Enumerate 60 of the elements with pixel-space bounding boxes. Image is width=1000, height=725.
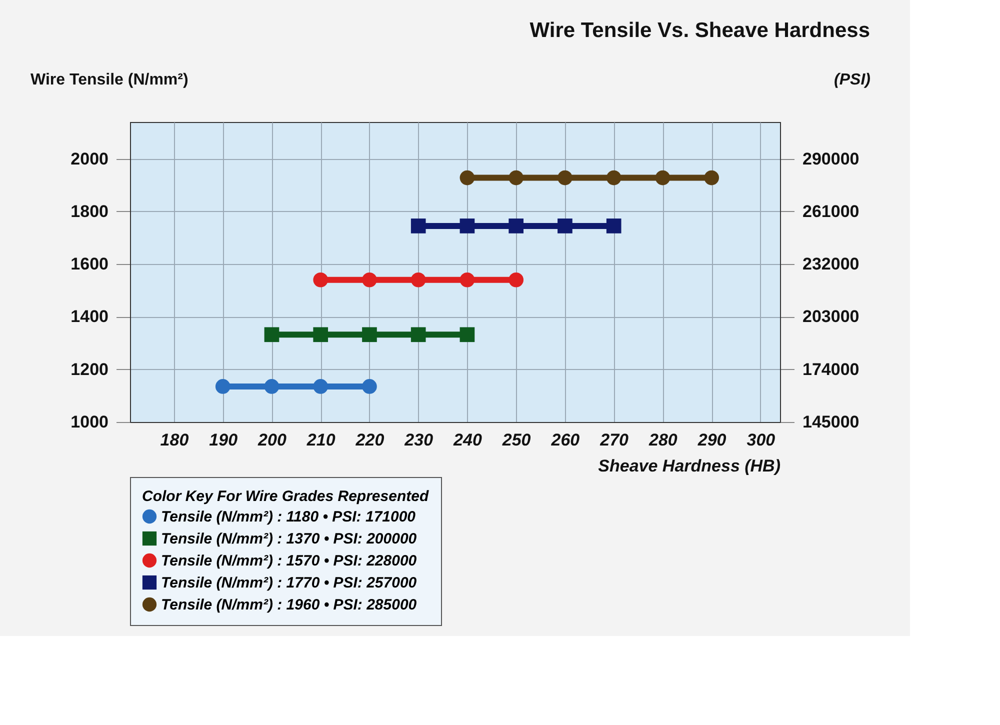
y-tick-label: 1800 xyxy=(70,202,108,221)
point xyxy=(362,379,377,394)
y2-tick-label: 232000 xyxy=(802,254,860,274)
x-axis-title: Sheave Hardness (HB) xyxy=(598,456,781,476)
legend-label: Tensile (N/mm²) : 1570 • PSI: 228000 xyxy=(161,552,418,570)
y2-axis-title: (PSI) xyxy=(834,72,870,88)
point xyxy=(508,272,524,288)
y-tick-label: 1000 xyxy=(70,412,108,432)
y2-tick-label: 203000 xyxy=(802,307,860,326)
point xyxy=(460,272,475,288)
point xyxy=(606,218,622,234)
x-tick-label: 230 xyxy=(404,430,434,450)
point xyxy=(460,327,475,342)
x-tick-label: 290 xyxy=(696,430,727,450)
point xyxy=(410,327,426,342)
legend-label: Tensile (N/mm²) : 1370 • PSI: 200000 xyxy=(161,530,418,548)
point xyxy=(655,170,670,186)
x-tick-label: 190 xyxy=(209,430,238,450)
x-tick-label: 180 xyxy=(160,430,190,450)
point xyxy=(460,218,475,234)
x-tick-label: 300 xyxy=(746,430,776,450)
x-tick-label: 240 xyxy=(452,430,482,450)
point xyxy=(410,218,426,234)
point xyxy=(362,272,377,288)
x-tick-label: 280 xyxy=(648,430,678,450)
point xyxy=(362,327,377,342)
y2-tick-label: 174000 xyxy=(802,360,860,379)
point xyxy=(460,170,475,186)
x-tick-label: 260 xyxy=(550,430,580,450)
y-tick-label: 1200 xyxy=(70,360,108,379)
point xyxy=(508,218,524,234)
y2-tick-label: 145000 xyxy=(802,412,860,432)
x-tick-label: 250 xyxy=(501,430,532,450)
x-tick-label: 200 xyxy=(257,430,287,450)
x-tick-label: 210 xyxy=(306,430,336,450)
point xyxy=(704,170,719,186)
y-axis-title: Wire Tensile (N/mm²) xyxy=(30,72,188,88)
legend-label: Tensile (N/mm²) : 1770 • PSI: 257000 xyxy=(161,574,418,592)
chart-title: Wire Tensile Vs. Sheave Hardness xyxy=(530,19,870,42)
y2-tick-label: 261000 xyxy=(802,202,860,221)
point xyxy=(313,379,328,394)
point xyxy=(264,327,280,342)
x-tick-label: 220 xyxy=(354,430,385,450)
y2-tick-label: 290000 xyxy=(802,149,860,168)
point xyxy=(558,218,572,234)
point xyxy=(313,327,328,342)
y-tick-label: 1600 xyxy=(70,254,108,274)
y-tick-label: 2000 xyxy=(70,149,108,168)
legend-label: Tensile (N/mm²) : 1180 • PSI: 171000 xyxy=(161,508,416,526)
point xyxy=(558,170,572,186)
point xyxy=(313,272,328,288)
y-tick-label: 1400 xyxy=(70,307,108,326)
point xyxy=(508,170,524,186)
point xyxy=(606,170,622,186)
point xyxy=(410,272,426,288)
x-tick-label: 270 xyxy=(599,430,630,450)
point xyxy=(264,379,280,394)
legend-label: Tensile (N/mm²) : 1960 • PSI: 285000 xyxy=(161,596,418,614)
point xyxy=(215,379,230,394)
legend-title: Color Key For Wire Grades Represented xyxy=(142,488,430,505)
